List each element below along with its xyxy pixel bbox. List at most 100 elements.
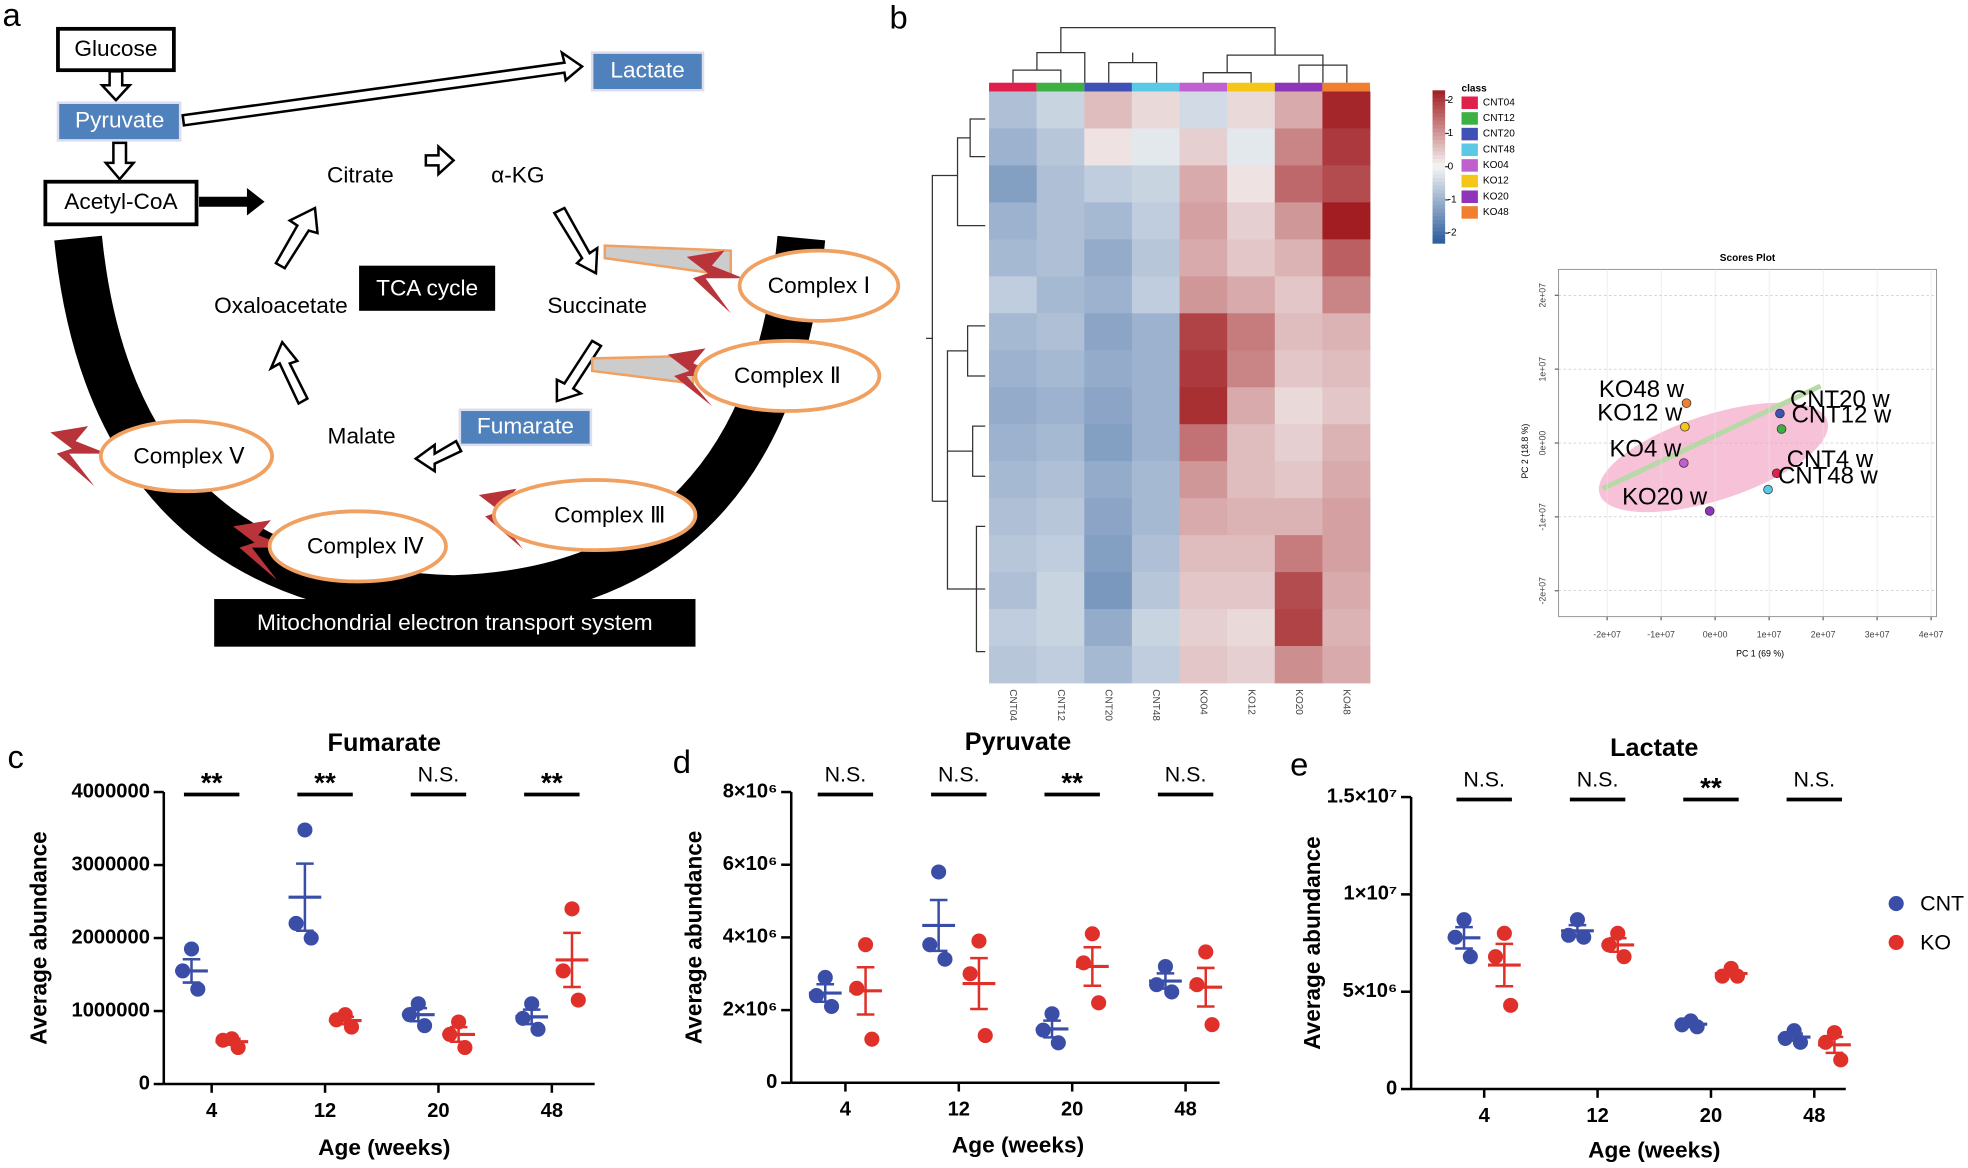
y-tick-label: 0 (766, 1071, 777, 1093)
point (817, 969, 833, 985)
heatmap-cell (1322, 276, 1371, 314)
heatmap-cell (989, 387, 1038, 425)
x-tick-label: -2e+07 (1593, 630, 1621, 640)
significance-label: N.S. (825, 762, 867, 786)
heatmap-cell (1036, 572, 1085, 610)
heatmap-cell (1179, 239, 1228, 277)
arrow (555, 339, 603, 403)
point (864, 1031, 880, 1047)
x-tick-label: -1e+07 (1647, 630, 1675, 640)
heatmap-cell (1036, 239, 1085, 277)
ets-arc (54, 235, 826, 623)
heatmap-cell (1227, 424, 1276, 462)
colorbar-step (1432, 185, 1446, 191)
colorbar-step (1432, 109, 1446, 114)
class-bar (1036, 82, 1085, 92)
y-axis-label: Average abundance (1300, 836, 1325, 1049)
colorbar-step (1432, 170, 1446, 175)
heatmap-cell (1084, 165, 1133, 203)
x-tick-label: 4 (206, 1100, 218, 1122)
heatmap-cell (1131, 646, 1180, 684)
point (1157, 958, 1173, 975)
y-tick-label: 2000000 (71, 926, 149, 948)
heatmap-cell (1036, 313, 1085, 351)
point (1503, 997, 1519, 1013)
point (530, 1021, 546, 1037)
column-label: CNT12 (1055, 689, 1066, 721)
point (288, 915, 304, 931)
colorbar-step (1432, 117, 1446, 122)
colorbar-step (1432, 235, 1446, 240)
heatmap-cell (1084, 276, 1133, 314)
x-tick-label: 20 (427, 1100, 449, 1122)
point-label: CNT20 w (1790, 386, 1890, 413)
heatmap-cell (1131, 498, 1180, 536)
point (190, 981, 206, 997)
significance-label: N.S. (938, 762, 980, 786)
colorbar-step (1432, 147, 1446, 153)
point-label: KO12 w (1597, 400, 1683, 427)
legend-title: class (1462, 84, 1488, 95)
box (458, 408, 593, 447)
heatmap-cell (1084, 128, 1133, 166)
heatmap-cell (1322, 387, 1371, 425)
heatmap-cell (1227, 91, 1276, 129)
heatmap-cell (1131, 424, 1180, 462)
class-bar (1179, 82, 1228, 92)
colorbar-step (1432, 231, 1446, 237)
colorbar-step (1432, 216, 1446, 221)
node-label: TCA cycle (376, 275, 478, 300)
heatmap-cell (1131, 535, 1180, 573)
legend-label: KO04 (1483, 160, 1509, 171)
node-label: Complex Ⅳ (307, 534, 424, 559)
arrow (424, 143, 456, 178)
point (977, 1028, 993, 1044)
heatmap-cell (1131, 91, 1180, 129)
node-label: Citrate (327, 163, 394, 188)
x-tick-label: 0e+00 (1703, 630, 1728, 640)
colorbar-label: 2 (1448, 95, 1454, 106)
x-tick-label: 48 (1803, 1105, 1825, 1127)
heatmap-cell (1131, 461, 1180, 499)
heatmap-cell (1036, 128, 1085, 166)
confidence-ellipse (1598, 402, 1829, 513)
point (1149, 977, 1165, 993)
colorbar-label: 0 (1448, 161, 1454, 172)
y-tick-label: 1.5×10⁷ (1327, 785, 1397, 807)
node-label: Lactate (610, 57, 684, 82)
colorbar-step (1432, 151, 1446, 156)
colorbar-step (1432, 94, 1446, 99)
point (524, 996, 540, 1012)
y-axis-label: PC 2 (18.8 %) (1520, 424, 1530, 479)
arrow (103, 141, 137, 182)
heatmap-cell (1036, 276, 1085, 314)
heatmap-cell (1036, 350, 1085, 388)
fit-line (1601, 383, 1822, 492)
heatmap-cell (1227, 239, 1276, 277)
arrow (181, 49, 585, 127)
significance-label: ** (1700, 772, 1722, 803)
point (1833, 1052, 1849, 1068)
heatmap-cell (1131, 387, 1180, 425)
legend-swatch (1461, 112, 1478, 125)
point (1044, 1006, 1060, 1022)
point (971, 933, 987, 949)
y-tick-label: 2e+07 (1538, 283, 1548, 308)
heatmap-cell (1036, 202, 1085, 240)
point (297, 822, 313, 838)
heatmap-cell (1084, 202, 1133, 240)
heatmap-cell (1274, 128, 1323, 166)
heatmap-cell (1227, 646, 1276, 684)
colorbar-step (1432, 208, 1446, 214)
legend-label: KO12 (1483, 176, 1509, 187)
x-axis-label: Age (weeks) (1588, 1138, 1720, 1163)
heatmap-cell (1179, 572, 1228, 610)
point (1084, 926, 1100, 942)
column-label: KO04 (1198, 689, 1209, 715)
significance-label: N.S. (1577, 767, 1619, 791)
arrow (199, 187, 265, 216)
box (43, 179, 199, 227)
column-label: KO48 (1341, 689, 1352, 715)
heatmap-cell (989, 128, 1038, 166)
legend-label: CNT48 (1483, 144, 1515, 155)
